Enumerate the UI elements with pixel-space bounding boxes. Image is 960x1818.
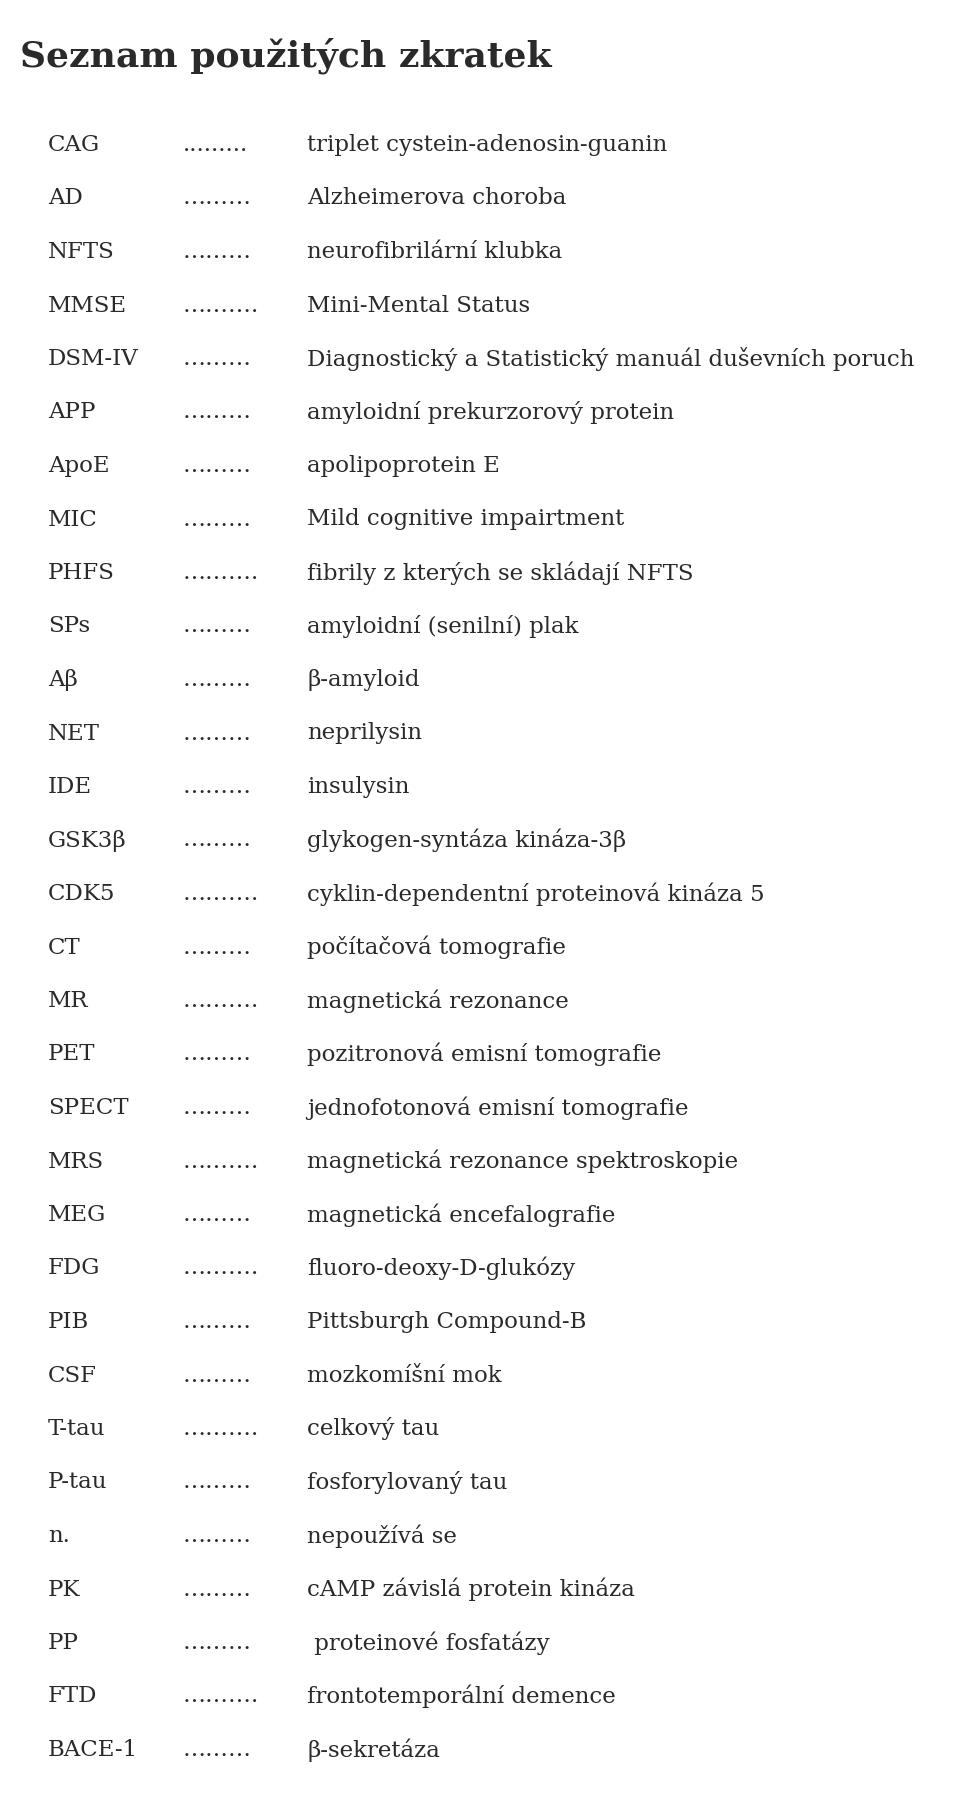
Text: magnetická rezonance: magnetická rezonance xyxy=(307,989,569,1013)
Text: β-amyloid: β-amyloid xyxy=(307,669,420,691)
Text: ………: ……… xyxy=(182,936,252,958)
Text: CSF: CSF xyxy=(48,1365,97,1387)
Text: triplet cystein-adenosin-guanin: triplet cystein-adenosin-guanin xyxy=(307,135,667,156)
Text: Pittsburgh Compound-B: Pittsburgh Compound-B xyxy=(307,1311,587,1333)
Text: NET: NET xyxy=(48,722,100,745)
Text: Seznam použitých zkratek: Seznam použitých zkratek xyxy=(20,38,551,75)
Text: frontotemporální demence: frontotemporální demence xyxy=(307,1685,616,1709)
Text: Mild cognitive impairtment: Mild cognitive impairtment xyxy=(307,509,624,531)
Text: PET: PET xyxy=(48,1044,95,1065)
Text: PK: PK xyxy=(48,1578,81,1600)
Text: MRS: MRS xyxy=(48,1151,104,1173)
Text: APP: APP xyxy=(48,402,95,424)
Text: ApoE: ApoE xyxy=(48,454,109,476)
Text: n.: n. xyxy=(48,1525,70,1547)
Text: ……….: ………. xyxy=(182,991,258,1013)
Text: ……….: ………. xyxy=(182,1685,258,1707)
Text: SPs: SPs xyxy=(48,616,90,638)
Text: ……….: ………. xyxy=(182,295,258,316)
Text: ……….: ………. xyxy=(182,562,258,584)
Text: počítačová tomografie: počítačová tomografie xyxy=(307,936,566,960)
Text: ………: ……… xyxy=(182,454,252,476)
Text: ………: ……… xyxy=(182,1471,252,1494)
Text: cAMP závislá protein kináza: cAMP závislá protein kináza xyxy=(307,1578,636,1602)
Text: PHFS: PHFS xyxy=(48,562,115,584)
Text: NFTS: NFTS xyxy=(48,242,115,264)
Text: PIB: PIB xyxy=(48,1311,89,1333)
Text: Mini-Mental Status: Mini-Mental Status xyxy=(307,295,530,316)
Text: ………: ……… xyxy=(182,1204,252,1225)
Text: FTD: FTD xyxy=(48,1685,98,1707)
Text: nepoužívá se: nepoužívá se xyxy=(307,1523,457,1547)
Text: ………: ……… xyxy=(182,1365,252,1387)
Text: T-tau: T-tau xyxy=(48,1418,106,1440)
Text: SPECT: SPECT xyxy=(48,1096,129,1120)
Text: fosforylovaný tau: fosforylovaný tau xyxy=(307,1471,508,1494)
Text: cyklin-dependentní proteinová kináza 5: cyklin-dependentní proteinová kináza 5 xyxy=(307,882,765,905)
Text: ………: ……… xyxy=(182,722,252,745)
Text: ………: ……… xyxy=(182,242,252,264)
Text: ………: ……… xyxy=(182,509,252,531)
Text: ………: ……… xyxy=(182,829,252,851)
Text: MEG: MEG xyxy=(48,1204,107,1225)
Text: glykogen-syntáza kináza-3β: glykogen-syntáza kináza-3β xyxy=(307,829,626,853)
Text: GSK3β: GSK3β xyxy=(48,829,127,851)
Text: FDG: FDG xyxy=(48,1258,101,1280)
Text: Aβ: Aβ xyxy=(48,669,78,691)
Text: ………: ……… xyxy=(182,1578,252,1600)
Text: Alzheimerova choroba: Alzheimerova choroba xyxy=(307,187,566,209)
Text: CAG: CAG xyxy=(48,135,100,156)
Text: ……….: ………. xyxy=(182,1418,258,1440)
Text: ………: ……… xyxy=(182,347,252,371)
Text: ………: ……… xyxy=(182,187,252,209)
Text: mozkomíšní mok: mozkomíšní mok xyxy=(307,1365,502,1387)
Text: fibrily z kterých se skládají NFTS: fibrily z kterých se skládají NFTS xyxy=(307,562,694,585)
Text: ………: ……… xyxy=(182,669,252,691)
Text: MIC: MIC xyxy=(48,509,98,531)
Text: jednofotonová emisní tomografie: jednofotonová emisní tomografie xyxy=(307,1096,688,1120)
Text: ………: ……… xyxy=(182,1740,252,1762)
Text: fluoro-deoxy-D-glukózy: fluoro-deoxy-D-glukózy xyxy=(307,1256,575,1280)
Text: ………: ……… xyxy=(182,1096,252,1120)
Text: neprilysin: neprilysin xyxy=(307,722,422,745)
Text: amyloidní prekurzorový protein: amyloidní prekurzorový protein xyxy=(307,402,674,424)
Text: BACE-1: BACE-1 xyxy=(48,1740,138,1762)
Text: ………: ……… xyxy=(182,1525,252,1547)
Text: celkový tau: celkový tau xyxy=(307,1418,440,1440)
Text: pozitronová emisní tomografie: pozitronová emisní tomografie xyxy=(307,1044,661,1065)
Text: CT: CT xyxy=(48,936,81,958)
Text: IDE: IDE xyxy=(48,776,92,798)
Text: ……….: ………. xyxy=(182,1258,258,1280)
Text: neurofibrilární klubka: neurofibrilární klubka xyxy=(307,242,563,264)
Text: β-sekretáza: β-sekretáza xyxy=(307,1738,440,1762)
Text: insulysin: insulysin xyxy=(307,776,410,798)
Text: ………: ……… xyxy=(182,1311,252,1333)
Text: MR: MR xyxy=(48,991,88,1013)
Text: ……….: ………. xyxy=(182,1151,258,1173)
Text: ……….: ………. xyxy=(182,884,258,905)
Text: PP: PP xyxy=(48,1633,79,1654)
Text: ………: ……… xyxy=(182,1633,252,1654)
Text: ………: ……… xyxy=(182,616,252,638)
Text: AD: AD xyxy=(48,187,83,209)
Text: ………: ……… xyxy=(182,1044,252,1065)
Text: apolipoprotein E: apolipoprotein E xyxy=(307,454,500,476)
Text: magnetická encefalografie: magnetická encefalografie xyxy=(307,1204,615,1227)
Text: CDK5: CDK5 xyxy=(48,884,115,905)
Text: magnetická rezonance spektroskopie: magnetická rezonance spektroskopie xyxy=(307,1149,738,1173)
Text: ………: ……… xyxy=(182,402,252,424)
Text: Diagnostický a Statistický manuál duševních poruch: Diagnostický a Statistický manuál duševn… xyxy=(307,347,915,371)
Text: amyloidní (senilní) plak: amyloidní (senilní) plak xyxy=(307,614,579,638)
Text: DSM-IV: DSM-IV xyxy=(48,347,138,371)
Text: .........: ......... xyxy=(182,135,248,156)
Text: MMSE: MMSE xyxy=(48,295,127,316)
Text: P-tau: P-tau xyxy=(48,1471,108,1494)
Text: ………: ……… xyxy=(182,776,252,798)
Text: proteinové fosfatázy: proteinové fosfatázy xyxy=(307,1631,550,1654)
